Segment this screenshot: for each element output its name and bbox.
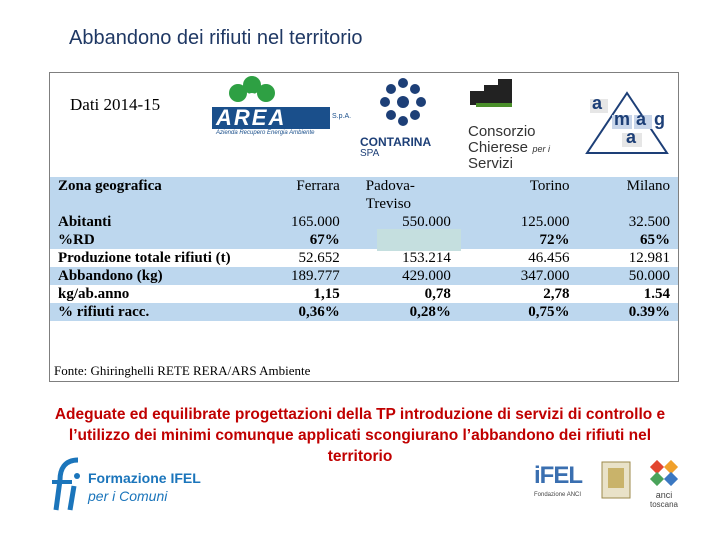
- cell: 52.652: [259, 249, 348, 267]
- contarina-spa: SPA: [360, 148, 380, 159]
- cell: 46.456: [458, 249, 578, 267]
- cell: 50.000: [577, 267, 678, 285]
- table-row: kg/ab.anno 1,15 0,78 2,78 1.54: [50, 285, 678, 303]
- cell: 2,78: [458, 285, 578, 303]
- area-logo: AREA S.p.A. Azienda Recupero Energia Amb…: [210, 75, 352, 137]
- cell: 65%: [577, 231, 678, 249]
- data-table: Zona geografica Ferrara Padova-Treviso T…: [50, 177, 678, 321]
- amag-a1: a: [592, 93, 603, 113]
- cell: 347.000: [458, 267, 578, 285]
- ifel-formazione-line1: Formazione IFEL: [88, 470, 201, 486]
- cell: 0,36%: [259, 303, 348, 321]
- contarina-name: CONTARINA: [360, 135, 432, 149]
- source-note: Fonte: Ghiringhelli RETE RERA/ARS Ambien…: [54, 363, 311, 378]
- area-tagline: Azienda Recupero Energia Ambiente: [216, 130, 315, 136]
- consorzio-line1: Consorzio: [468, 123, 536, 140]
- cell: 0,78: [347, 285, 459, 303]
- header-cell: Torino: [458, 177, 578, 213]
- consorzio-line2b: per i: [532, 144, 550, 154]
- consorzio-logo: Consorzio Chierese per i Servizi: [464, 75, 574, 172]
- anci-squares-icon: [649, 459, 679, 487]
- amag-a3: a: [626, 127, 637, 147]
- ifel-formazione-logo: Formazione IFEL per i Comuni: [50, 456, 250, 516]
- anci-label: anci: [655, 490, 673, 500]
- cell: 1.54: [577, 285, 678, 303]
- table-row: Abitanti 165.000 550.000 125.000 32.500: [50, 213, 678, 231]
- cell: 165.000: [259, 213, 348, 231]
- row-label: Produzione totale rifiuti (t): [50, 249, 260, 267]
- ifel-logo-sub: Fondazione ANCI: [534, 492, 582, 498]
- amag-a2: a: [636, 109, 647, 129]
- row-label: %RD: [50, 231, 260, 249]
- dots-icon: [380, 78, 426, 126]
- contarina-logo: CONTARINA SPA: [358, 75, 448, 161]
- cell: 67%: [259, 231, 348, 249]
- amag-m: m: [614, 109, 631, 129]
- ifel-logo-text: iFEL: [534, 462, 583, 489]
- area-name: AREA: [216, 105, 287, 130]
- table-header-row: Zona geografica Ferrara Padova-Treviso T…: [50, 177, 678, 213]
- consorzio-line2-wrap: Chierese per i: [468, 139, 550, 157]
- period-label: Dati 2014-15: [70, 95, 161, 114]
- data-panel: Dati 2014-15 AREA S.p.A. Azienda Recuper…: [49, 72, 679, 382]
- cell: 189.777: [259, 267, 348, 285]
- fi-mark-icon: [52, 457, 80, 511]
- header-cell: Zona geografica: [50, 177, 260, 213]
- row-label: Abbandono (kg): [50, 267, 260, 285]
- emblem-icon: [601, 461, 631, 499]
- cell: 1,15: [259, 285, 348, 303]
- page-title: Abbandono dei rifiuti nel territorio: [69, 27, 363, 49]
- consorzio-line2: Chierese: [468, 139, 529, 156]
- cell: 125.000: [458, 213, 578, 231]
- cell: 72%: [458, 231, 578, 249]
- highlight-box: [377, 229, 461, 251]
- amag-mark-icon: [585, 91, 669, 154]
- table-row: Produzione totale rifiuti (t) 52.652 153…: [50, 249, 678, 267]
- ifel-formazione-line2: per i Comuni: [88, 488, 168, 504]
- conclusion-text: Adeguate ed equilibrate progettazioni de…: [54, 406, 666, 465]
- amag-g: g: [654, 109, 665, 129]
- cell: 32.500: [577, 213, 678, 231]
- row-label: % rifiuti racc.: [50, 303, 260, 321]
- row-label: Abitanti: [50, 213, 260, 231]
- cell: 550.000: [347, 213, 459, 231]
- cell: 153.214: [347, 249, 459, 267]
- header-cell: Ferrara: [259, 177, 348, 213]
- header-cell: Milano: [577, 177, 678, 213]
- anci-sub: toscana: [649, 500, 679, 509]
- consorzio-line3: Servizi: [468, 155, 514, 172]
- row-label: kg/ab.anno: [50, 285, 260, 303]
- anci-toscana-logo: anci toscana: [644, 459, 684, 509]
- cell: 0,28%: [347, 303, 459, 321]
- table-row: Abbandono (kg) 189.777 429.000 347.000 5…: [50, 267, 678, 285]
- ifel-logo: iFEL Fondazione ANCI: [534, 462, 590, 502]
- data-table-wrap: Zona geografica Ferrara Padova-Treviso T…: [50, 177, 678, 321]
- puzzle-icon: [470, 79, 512, 107]
- anci-emblem: [598, 460, 634, 500]
- table-row: %RD 67% 80% 72% 65%: [50, 231, 678, 249]
- area-suffix: S.p.A.: [332, 113, 352, 120]
- table-row: % rifiuti racc. 0,36% 0,28% 0,75% 0.39%: [50, 303, 678, 321]
- clover-icon: [212, 76, 330, 129]
- cell: 429.000: [347, 267, 459, 285]
- cell: 12.981: [577, 249, 678, 267]
- header-cell: Padova-Treviso: [347, 177, 459, 213]
- cell: 0.39%: [577, 303, 678, 321]
- amag-logo: a m a g a: [582, 91, 672, 155]
- cell: 0,75%: [458, 303, 578, 321]
